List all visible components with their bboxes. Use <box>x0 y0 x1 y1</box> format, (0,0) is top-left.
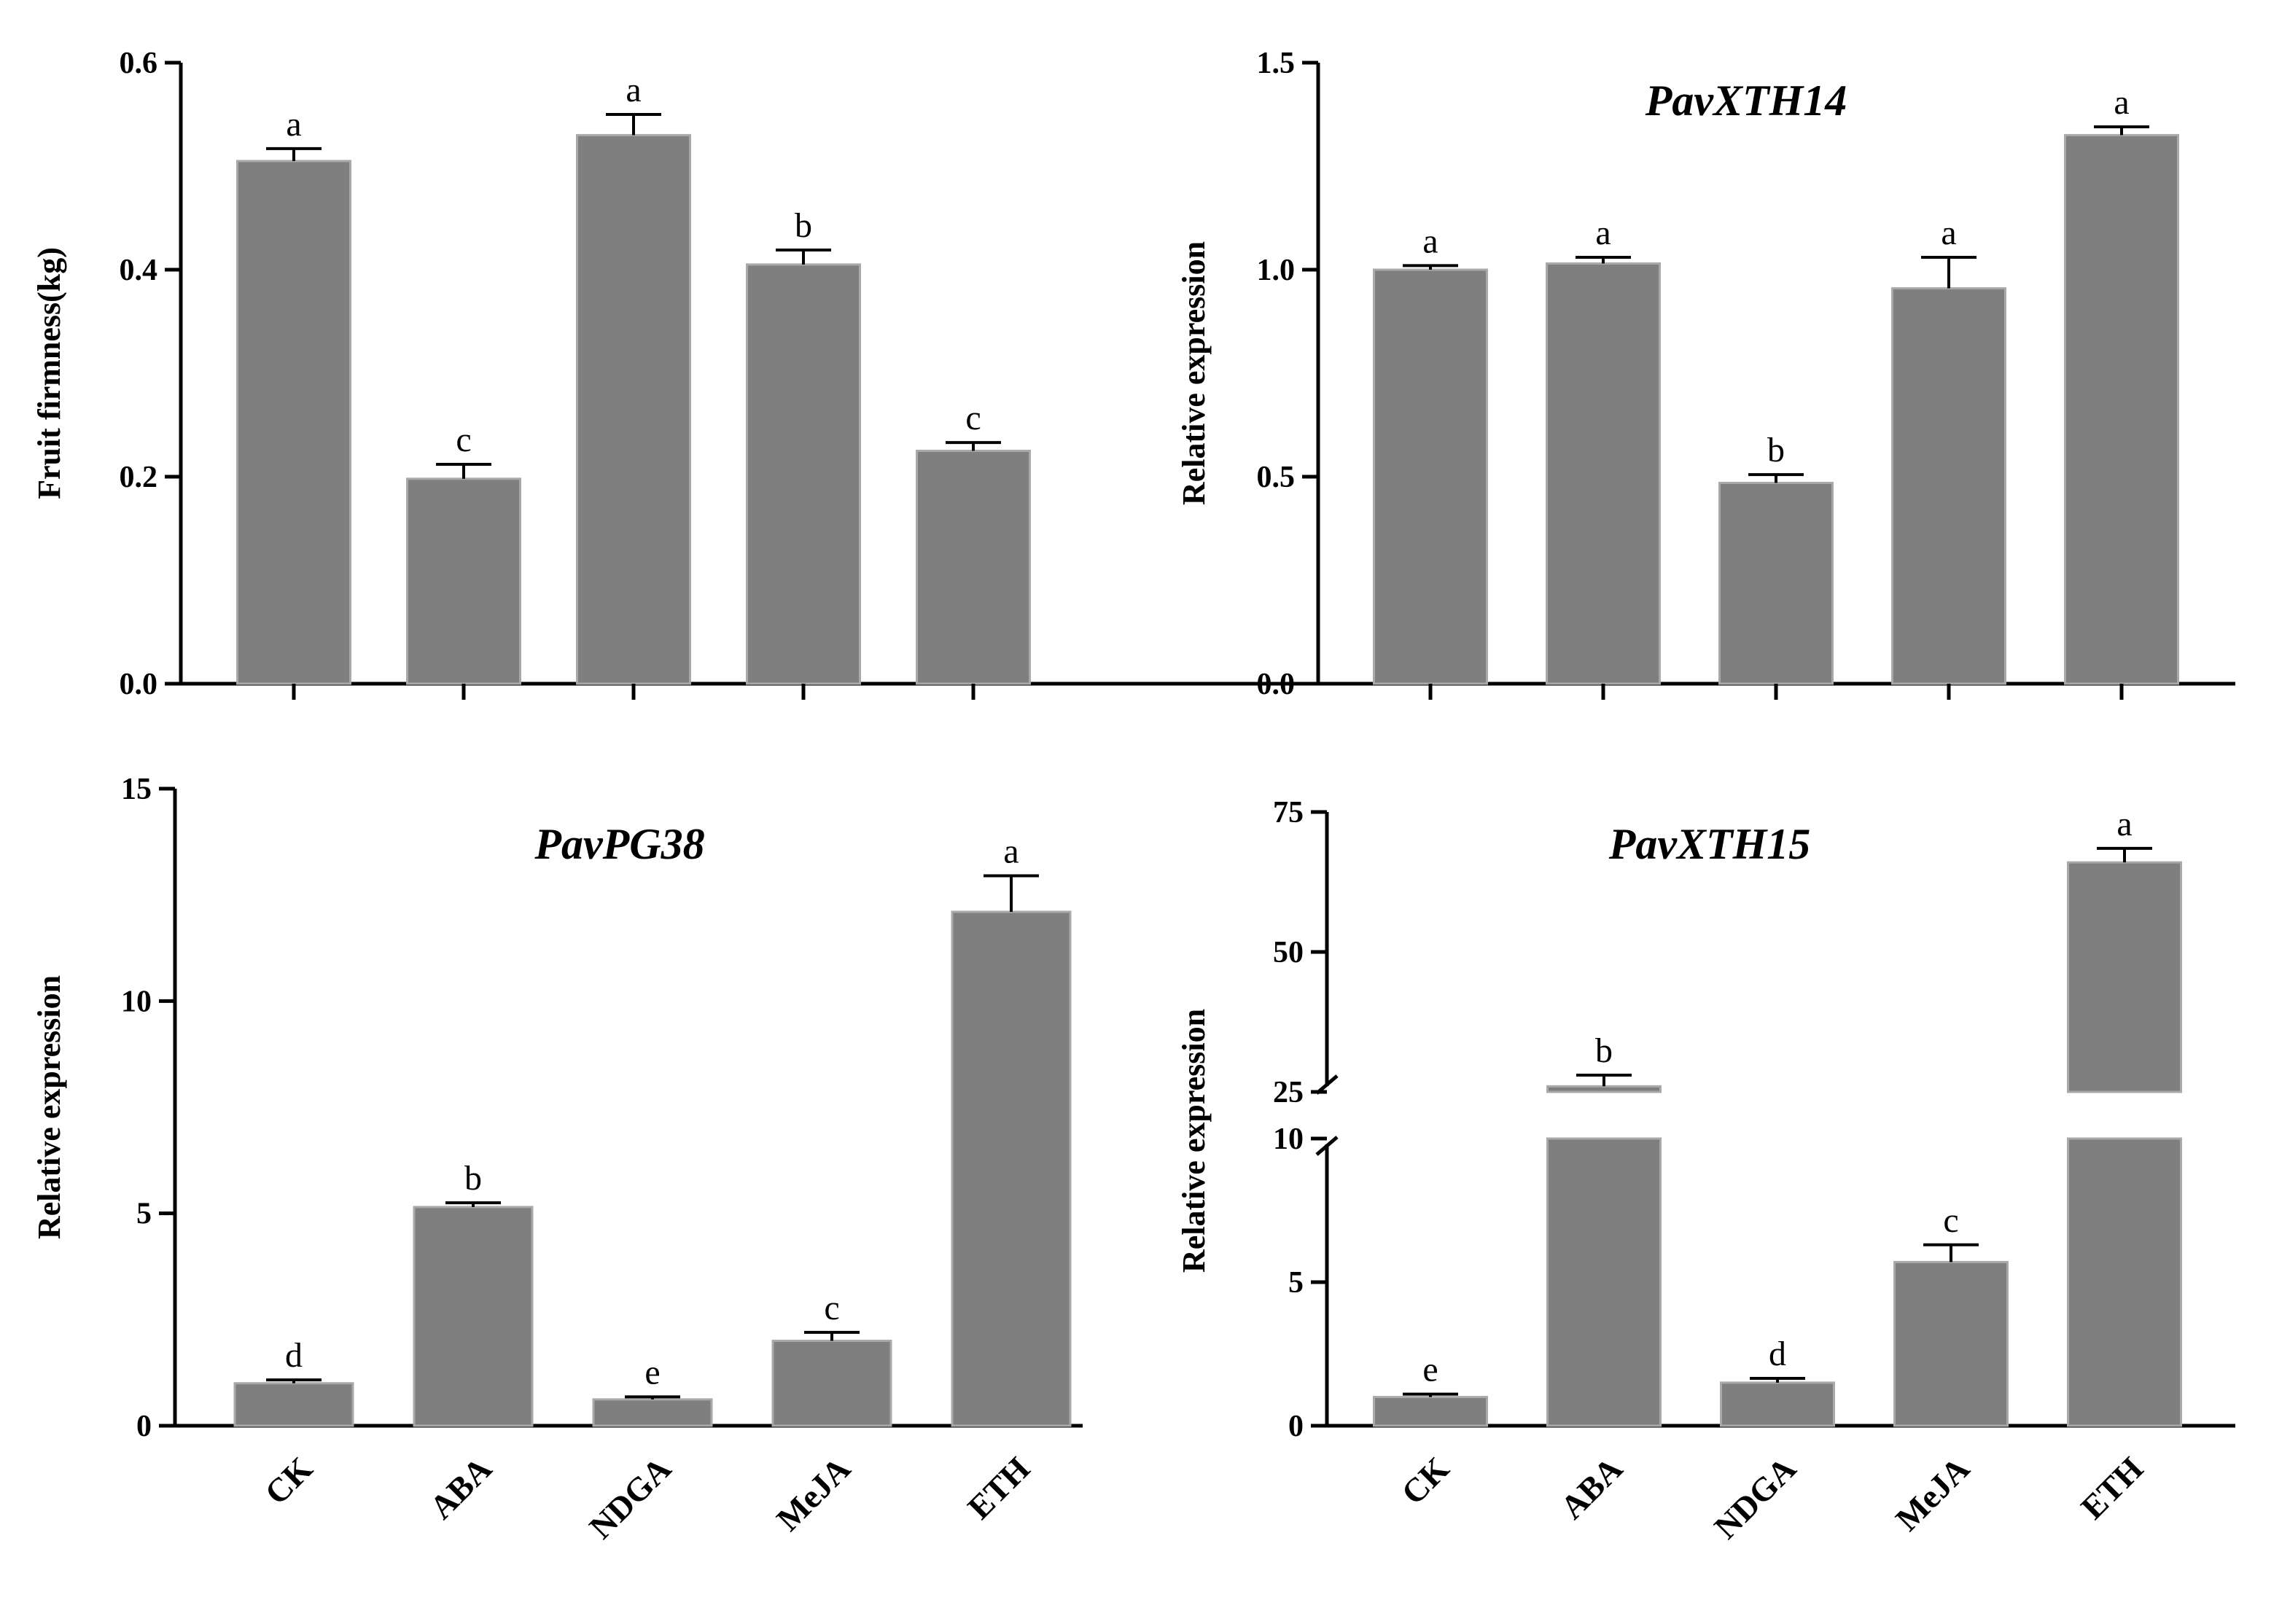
chart-panel-1: 0.0 0.2 0.4 0.6 Fruit firmness(kg) a c a b c <box>31 47 2235 701</box>
category-label-NDGA: NDGA <box>1707 1450 1803 1546</box>
bar-ABA <box>413 1206 534 1427</box>
y-tick-label: 0.6 <box>120 47 158 80</box>
significance-label-ETH: a <box>1003 832 1019 870</box>
bar-MeJA <box>746 263 861 685</box>
y-tick-label: 5 <box>1288 1266 1304 1300</box>
bar-ABA-lower <box>1546 1137 1662 1427</box>
significance-label-CK: d <box>285 1336 303 1375</box>
panel-title: PavXTH14 <box>1645 77 1847 125</box>
y-tick-label: 15 <box>121 773 152 806</box>
y-axis-title: Relative expression <box>1176 1009 1212 1273</box>
bar-ABA <box>1546 262 1661 685</box>
significance-label-NDGA: e <box>644 1353 660 1391</box>
chart-panel-3: 0 5 10 15 Relative expression PavPG38 d CK b ABA e… <box>31 773 1083 1546</box>
bar-NDGA <box>592 1398 713 1427</box>
bar-CK <box>1373 1396 1488 1427</box>
bar-CK <box>233 1382 354 1427</box>
bar-NDGA <box>1720 1381 1835 1427</box>
significance-label-ABA: b <box>464 1159 482 1198</box>
bar-ETH <box>916 450 1031 685</box>
significance-label-ETH: c <box>965 399 981 437</box>
significance-label-ETH: a <box>2114 83 2129 122</box>
category-label-ABA: ABA <box>1553 1450 1629 1526</box>
significance-label-MeJA: b <box>795 206 812 245</box>
category-label-CK: CK <box>1394 1450 1456 1512</box>
y-tick-label: 5 <box>136 1198 152 1231</box>
panel-title: PavPG38 <box>534 820 704 868</box>
category-label-ETH: ETH <box>2073 1450 2150 1526</box>
significance-label-CK: a <box>286 105 301 144</box>
panel-title: PavXTH15 <box>1608 820 1811 868</box>
y-tick-label: 1.5 <box>1257 47 1296 80</box>
category-label-CK: CK <box>257 1450 319 1512</box>
bar-ETH <box>2064 133 2179 685</box>
y-tick-label: 0.0 <box>120 668 158 701</box>
y-axis-title: Fruit firmness(kg) <box>31 247 67 499</box>
category-label-ETH: ETH <box>960 1450 1037 1526</box>
bar-CK <box>1373 268 1488 685</box>
y-axis-title: Relative expression <box>1176 241 1212 505</box>
y-tick-label: 0 <box>1288 1410 1304 1443</box>
y-tick-label: 25 <box>1273 1076 1304 1109</box>
significance-label-NDGA: d <box>1769 1335 1786 1373</box>
y-tick-label: 0 <box>136 1410 152 1443</box>
bar-MeJA <box>771 1339 892 1427</box>
y-tick-label: 10 <box>121 985 152 1018</box>
bar-CK <box>236 160 351 685</box>
y-tick-label: 0.2 <box>120 461 158 494</box>
bar-ABA <box>406 477 521 685</box>
chart-panel-2: 0.0 0.5 1.0 1.5 Relative expression PavXTH14 a… <box>1176 47 2235 701</box>
bar-NDGA <box>1718 482 1834 685</box>
significance-label-ABA: b <box>1595 1031 1613 1070</box>
y-tick-label: 0.5 <box>1257 461 1296 494</box>
bar-NDGA <box>576 133 691 685</box>
category-label-ABA: ABA <box>422 1450 499 1526</box>
significance-label-CK: a <box>1422 222 1438 260</box>
significance-label-ABA: c <box>456 421 471 459</box>
significance-label-MeJA: c <box>1943 1201 1958 1240</box>
y-tick-label: 1.0 <box>1257 254 1296 287</box>
significance-label-NDGA: b <box>1767 431 1785 469</box>
significance-label-NDGA: a <box>626 71 641 109</box>
y-tick-label: 75 <box>1273 796 1304 829</box>
y-tick-label: 0.0 <box>1257 668 1296 701</box>
y-axis-title: Relative expression <box>31 975 67 1239</box>
category-label-MeJA: MeJA <box>769 1450 857 1538</box>
significance-label-MeJA: c <box>824 1289 839 1327</box>
significance-label-MeJA: a <box>1941 214 1956 252</box>
category-label-MeJA: MeJA <box>1888 1450 1977 1538</box>
bar-MeJA <box>1893 1260 2009 1427</box>
y-tick-label: 0.4 <box>120 254 158 287</box>
category-label-NDGA: NDGA <box>582 1450 678 1546</box>
significance-label-CK: e <box>1422 1351 1438 1389</box>
significance-label-ETH: a <box>2116 805 2132 843</box>
bar-ETH-upper <box>2067 861 2182 1093</box>
bar-ETH <box>951 910 1072 1427</box>
y-tick-label: 10 <box>1273 1123 1304 1156</box>
bar-ABA-upper <box>1546 1085 1662 1093</box>
bar-ETH-lower <box>2067 1137 2182 1427</box>
chart-panel-4: 0 5 10 25 50 75 Relative expression PavXTH15 e CK… <box>1176 796 2235 1546</box>
significance-label-ABA: a <box>1595 214 1611 252</box>
bar-MeJA <box>1891 287 2006 685</box>
y-tick-label: 50 <box>1273 936 1304 969</box>
axis-break-mark-lower <box>1315 1136 1339 1156</box>
